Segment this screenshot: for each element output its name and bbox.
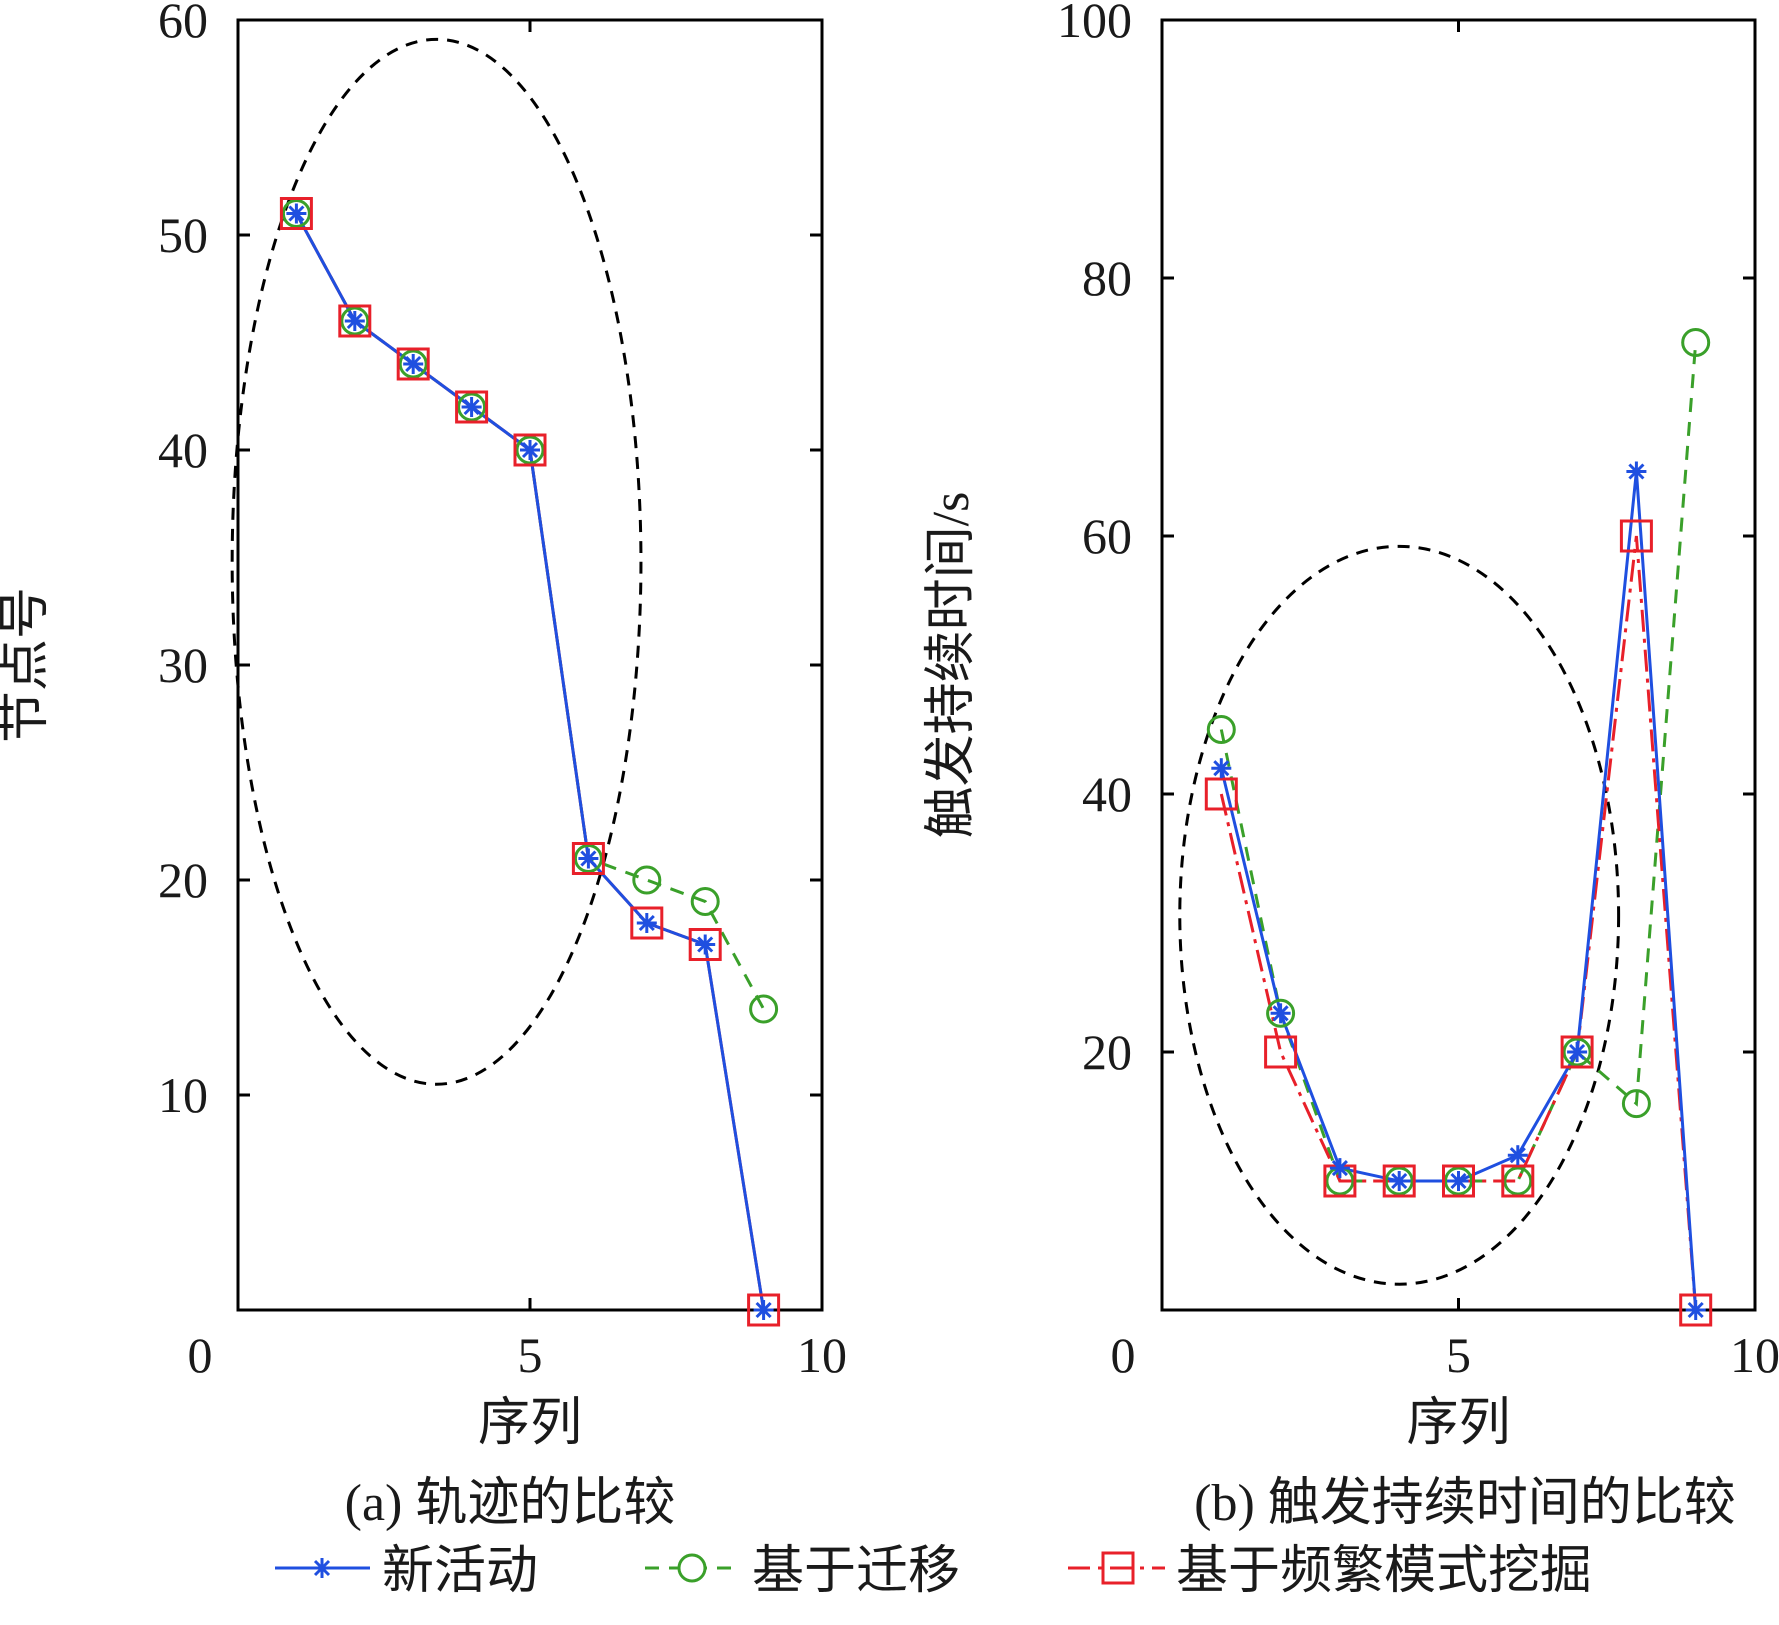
highlight-ellipse: [230, 37, 643, 1086]
x-tick-label: 5: [518, 1327, 543, 1383]
marker-migration: [749, 994, 779, 1024]
marker-frequent-pattern: [1679, 1293, 1713, 1327]
series-line-migration: [295, 212, 765, 1010]
marker-frequent-pattern: [455, 390, 489, 424]
y-tick-label: 100: [1057, 0, 1132, 48]
marker-new-activity: [1389, 1171, 1410, 1191]
series-line-frequent_pattern: [295, 212, 766, 1311]
marker-new-activity: [1507, 1145, 1528, 1166]
highlight-ellipse: [1178, 544, 1621, 1286]
y-tick-label: 80: [1082, 250, 1132, 306]
marker-frequent-pattern: [396, 347, 430, 381]
x-tick-label: 5: [1446, 1327, 1471, 1383]
legend-circle-marker: [677, 1553, 707, 1583]
legend-label-migration: 基于迁移: [752, 1543, 960, 1600]
marker-new-activity: [636, 913, 657, 933]
x-tick-label: 10: [797, 1327, 847, 1383]
marker-new-activity: [1270, 1003, 1291, 1024]
marker-frequent-pattern: [1382, 1164, 1416, 1198]
marker-migration: [1384, 1166, 1414, 1196]
marker-frequent-pattern: [688, 928, 722, 961]
marker-migration: [1681, 328, 1711, 357]
marker-migration: [690, 887, 720, 916]
panel-caption: (a) 轨迹的比较: [345, 1475, 676, 1532]
y-tick-label: 60: [1082, 508, 1132, 564]
x-tick-label: 10: [1730, 1327, 1779, 1383]
marker-new-activity: [1626, 461, 1647, 482]
legend-label-frequent-pattern: 基于频繁模式挖掘: [1176, 1543, 1592, 1600]
marker-migration: [515, 435, 545, 465]
marker-frequent-pattern: [1204, 777, 1238, 811]
legend-item-frequent-pattern: 基于频繁模式挖掘: [1068, 1543, 1592, 1600]
marker-frequent-pattern: [338, 304, 372, 338]
marker-frequent-pattern: [1501, 1164, 1535, 1198]
marker-new-activity: [578, 848, 599, 869]
panel-a-trajectory-chart: 10 20 30 40 50 60 0 5 10 序列 节点号 (a) 轨迹的比较: [0, 0, 847, 1532]
marker-new-activity: [695, 934, 716, 955]
marker-new-activity: [1211, 758, 1232, 779]
marker-new-activity: [1448, 1171, 1469, 1191]
y-tick-label: 30: [158, 637, 208, 693]
y-tick-label: 10: [158, 1067, 208, 1123]
marker-new-activity: [1329, 1158, 1350, 1179]
marker-frequent-pattern: [1619, 519, 1653, 553]
panel-b-duration-chart: 20 40 60 80 100 0 5 10 序列 触发持续时间/s (b) 触发持续时间的比较: [923, 0, 1779, 1532]
y-tick-label: 20: [1082, 1024, 1132, 1080]
marker-migration: [1621, 1089, 1651, 1119]
marker-new-activity: [344, 311, 365, 331]
y-axis-title: 节点号: [0, 587, 54, 743]
marker-migration: [1444, 1166, 1473, 1196]
marker-new-activity: [461, 397, 482, 417]
marker-migration: [1266, 998, 1296, 1028]
y-axis-title: 触发持续时间/s: [923, 492, 980, 839]
x-tick-label: 0: [1111, 1327, 1136, 1383]
marker-new-activity: [286, 203, 307, 224]
legend-item-migration: 基于迁移: [645, 1543, 960, 1600]
axes-frame-a: [236, 18, 824, 1312]
marker-migration: [457, 392, 487, 422]
series-line-new_activity: [295, 212, 766, 1311]
marker-new-activity: [1567, 1042, 1588, 1062]
marker-migration: [1562, 1037, 1592, 1067]
marker-migration: [398, 349, 428, 379]
marker-migration: [1206, 715, 1236, 744]
marker-frequent-pattern: [630, 906, 664, 940]
marker-frequent-pattern: [279, 197, 313, 230]
y-tick-label: 40: [1082, 766, 1132, 822]
marker-migration: [340, 306, 370, 336]
marker-new-activity: [403, 354, 424, 374]
marker-frequent-pattern: [747, 1293, 781, 1327]
y-tick-label: 60: [158, 0, 208, 48]
marker-new-activity: [1685, 1300, 1706, 1320]
marker-migration: [573, 844, 603, 873]
marker-frequent-pattern: [513, 433, 547, 467]
axes-frame-b: [1160, 18, 1757, 1312]
y-tick-label: 40: [158, 422, 208, 478]
series-line-migration: [1219, 342, 1698, 1183]
x-axis-title: 序列: [1406, 1395, 1510, 1452]
marker-new-activity: [753, 1300, 774, 1320]
marker-migration: [632, 865, 662, 895]
x-tick-label: 0: [188, 1327, 213, 1383]
legend-square-marker: [1101, 1551, 1135, 1585]
legend-item-new-activity: 新活动: [275, 1543, 538, 1600]
legend-label-new-activity: 新活动: [382, 1543, 538, 1600]
panel-caption: (b) 触发持续时间的比较: [1194, 1475, 1736, 1532]
legend: 新活动 基于迁移 基于频繁模式挖掘: [275, 1543, 1592, 1600]
marker-migration: [1503, 1166, 1533, 1196]
x-axis-title: 序列: [478, 1395, 582, 1452]
marker-new-activity: [520, 440, 540, 460]
marker-frequent-pattern: [1442, 1164, 1475, 1198]
y-tick-label: 20: [158, 852, 208, 908]
legend-asterisk-marker: [312, 1558, 332, 1578]
y-tick-label: 50: [158, 207, 208, 263]
marker-frequent-pattern: [571, 842, 605, 875]
marker-migration: [281, 199, 311, 228]
marker-frequent-pattern: [1560, 1035, 1594, 1069]
marker-frequent-pattern: [1264, 1035, 1298, 1069]
